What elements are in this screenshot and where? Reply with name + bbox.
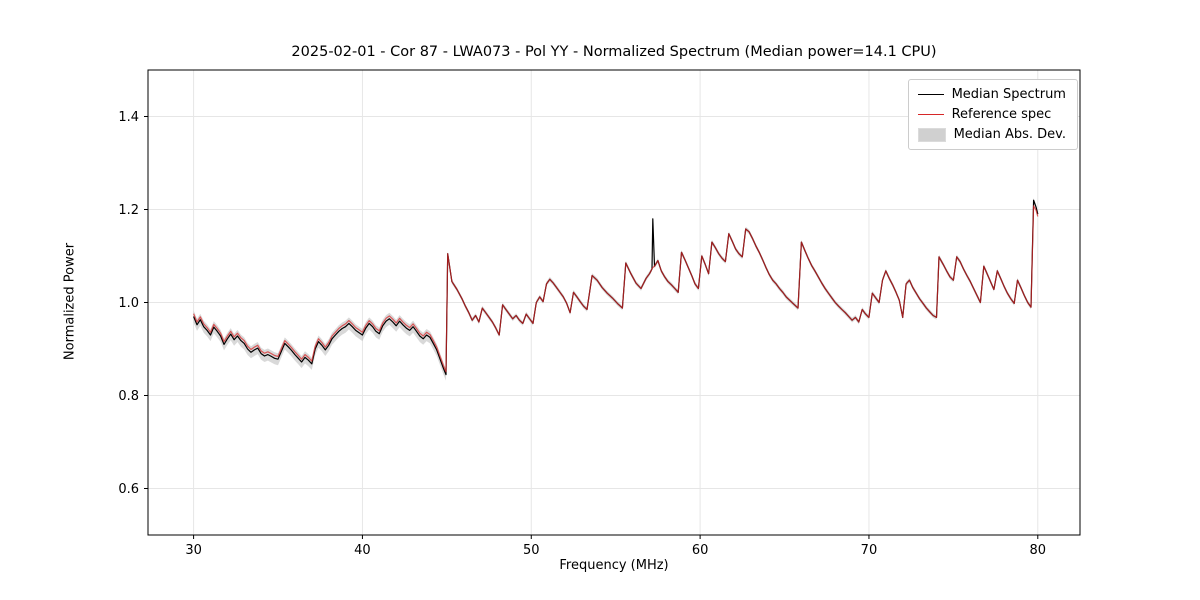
plot-title: 2025-02-01 - Cor 87 - LWA073 - Pol YY - … bbox=[291, 44, 937, 60]
legend-item-reference: Reference spec bbox=[917, 107, 1066, 122]
y-tick-label: 1.4 bbox=[118, 110, 139, 125]
y-tick-label: 0.6 bbox=[118, 482, 139, 497]
legend: Median Spectrum Reference spec Median Ab… bbox=[907, 79, 1078, 150]
y-tick-label: 0.8 bbox=[118, 389, 139, 404]
x-tick-label: 40 bbox=[354, 543, 371, 558]
x-axis-label: Frequency (MHz) bbox=[559, 558, 669, 573]
y-tick-label: 1.0 bbox=[118, 296, 139, 311]
x-tick-label: 80 bbox=[1030, 543, 1047, 558]
x-tick-label: 60 bbox=[692, 543, 709, 558]
y-tick-label: 1.2 bbox=[118, 203, 139, 218]
median-line-swatch bbox=[917, 94, 944, 95]
legend-item-median: Median Spectrum bbox=[917, 87, 1066, 102]
reference-spectrum-line bbox=[193, 205, 1039, 373]
legend-label-mad: Median Abs. Dev. bbox=[953, 127, 1066, 142]
x-tick-label: 30 bbox=[185, 543, 202, 558]
mad-band bbox=[193, 197, 1038, 381]
x-tick-label: 70 bbox=[861, 543, 878, 558]
reference-line-swatch bbox=[917, 114, 944, 115]
legend-item-mad: Median Abs. Dev. bbox=[917, 127, 1066, 142]
legend-label-reference: Reference spec bbox=[951, 107, 1052, 122]
mad-band-swatch bbox=[917, 127, 946, 142]
x-tick-label: 50 bbox=[523, 543, 540, 558]
legend-label-median: Median Spectrum bbox=[951, 87, 1066, 102]
